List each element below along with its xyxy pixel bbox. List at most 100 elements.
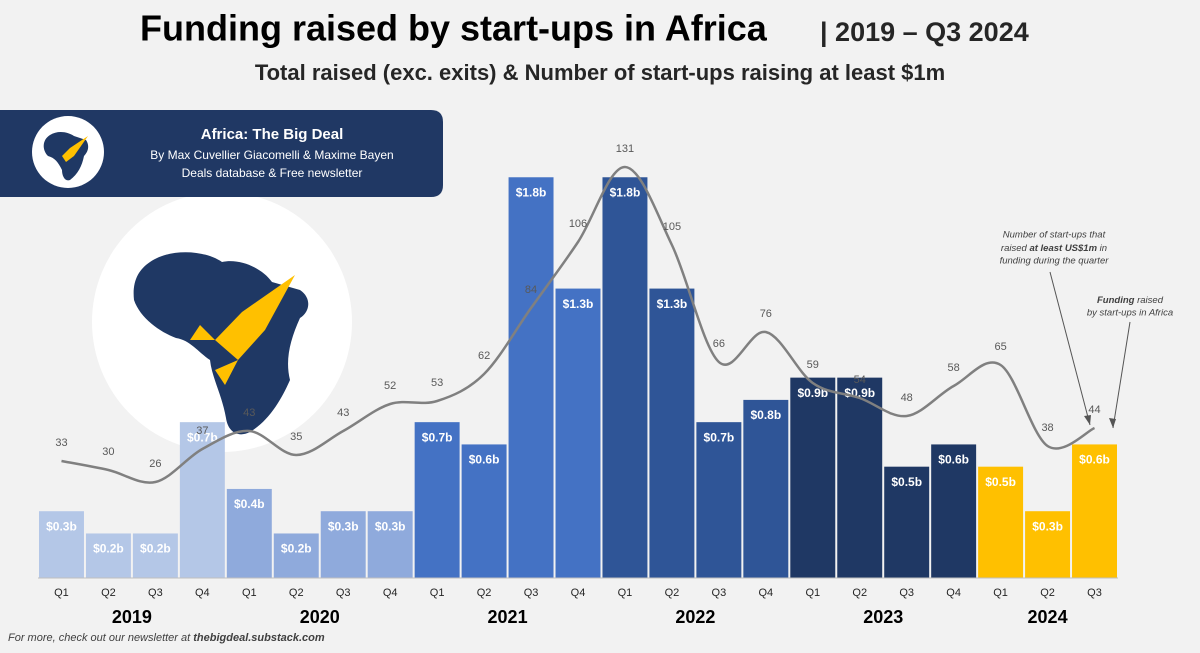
x-tick-label: Q2: [289, 587, 304, 599]
bar: [931, 444, 977, 578]
line-value-label: 43: [243, 407, 255, 419]
line-value-label: 26: [149, 458, 161, 470]
annotation-part: in: [1097, 243, 1107, 254]
line-value-label: 76: [760, 308, 772, 320]
bar: [273, 533, 319, 578]
bar-value-label: $0.2b: [93, 542, 124, 556]
annotations: Number of start-ups that raised at least…: [1000, 230, 1173, 429]
bar-value-label: $0.4b: [234, 497, 265, 511]
bar-value-label: $0.5b: [985, 475, 1016, 489]
bar-value-label: $0.3b: [375, 519, 406, 533]
footer-link[interactable]: thebigdeal.substack.com: [193, 632, 325, 644]
footer: For more, check out our newsletter at th…: [8, 632, 325, 644]
footer-text: For more, check out our newsletter at: [8, 632, 193, 644]
bar: [179, 422, 225, 578]
startups-line: [61, 165, 1096, 484]
line-value-label: 59: [807, 359, 819, 371]
bar: [132, 533, 178, 578]
big-logo: [92, 192, 352, 452]
arrow-head: [1084, 415, 1091, 425]
bar: [884, 466, 930, 578]
bar-value-label: $0.6b: [1079, 453, 1110, 467]
line-value-label: 44: [1088, 404, 1100, 416]
line-value-label: 84: [525, 284, 537, 296]
bar-value-label: $0.6b: [938, 453, 969, 467]
bar-value-label: $0.3b: [46, 519, 77, 533]
bar: [790, 377, 836, 578]
banner-tagline: Deals database & Free newsletter: [182, 166, 363, 180]
x-tick-label: Q4: [946, 587, 961, 599]
x-tick-label: Q2: [101, 587, 116, 599]
bar-value-label: $0.5b: [891, 475, 922, 489]
bar: [367, 511, 413, 578]
annotation-line: Number of start-ups that: [1003, 230, 1106, 241]
year-label: 2022: [675, 607, 715, 627]
line-value-label: 43: [337, 407, 349, 419]
bar-value-label: $0.7b: [704, 430, 735, 444]
x-tick-label: Q2: [1040, 587, 1055, 599]
x-tick-label: Q4: [758, 587, 773, 599]
annotation-part: raised: [1001, 243, 1030, 254]
year-label: 2023: [863, 607, 903, 627]
line-value-label: 48: [901, 392, 913, 404]
bar-value-label: $0.7b: [422, 430, 453, 444]
x-tick-label: Q1: [993, 587, 1008, 599]
line-value-label: 53: [431, 377, 443, 389]
x-tick-label: Q2: [477, 587, 492, 599]
annotation-part: Funding: [1097, 295, 1135, 306]
line-value-label: 131: [616, 143, 634, 155]
line-value-label: 33: [55, 437, 67, 449]
x-tick-label: Q1: [618, 587, 633, 599]
bar-value-label: $1.8b: [516, 185, 547, 199]
year-label: 2021: [488, 607, 528, 627]
line-value-label: 35: [290, 431, 302, 443]
x-tick-label: Q4: [571, 587, 586, 599]
bar: [461, 444, 507, 578]
chart-subtitle: Total raised (exc. exits) & Number of st…: [255, 60, 945, 85]
bar: [508, 177, 554, 578]
title-suffix: | 2019 – Q3 2024: [820, 17, 1029, 47]
x-tick-label: Q3: [899, 587, 914, 599]
annotation-arrow: [1112, 321, 1131, 429]
bar: [85, 533, 131, 578]
x-tick-label: Q3: [336, 587, 351, 599]
year-label: 2019: [112, 607, 152, 627]
bar: [226, 488, 272, 578]
x-tick-label: Q2: [665, 587, 680, 599]
x-tick-label: Q4: [383, 587, 398, 599]
bar: [649, 288, 695, 578]
chart-title: Funding raised by start-ups in Africa: [140, 8, 768, 49]
annotation-line: Funding raised: [1097, 295, 1164, 306]
line-value-label: 37: [196, 425, 208, 437]
line-value-label: 52: [384, 380, 396, 392]
bar-value-label: $0.3b: [1032, 519, 1063, 533]
bar-value-label: $0.9b: [797, 386, 828, 400]
line-value-label: 105: [663, 221, 681, 233]
bar: [696, 422, 742, 578]
annotation-part: raised: [1134, 295, 1163, 306]
year-label: 2020: [300, 607, 340, 627]
bar: [1072, 444, 1117, 578]
annotation-part: at least US$1m: [1029, 243, 1097, 254]
x-tick-label: Q3: [524, 587, 539, 599]
bar: [837, 377, 883, 578]
bar: [414, 422, 460, 578]
line-value-label: 58: [948, 362, 960, 374]
line-value-label: 106: [569, 218, 587, 230]
line-value-label: 54: [854, 374, 866, 386]
annotation-line: by start-ups in Africa: [1087, 308, 1173, 319]
bar-value-label: $0.8b: [750, 408, 781, 422]
bar-value-label: $1.3b: [657, 297, 688, 311]
x-tick-label: Q2: [852, 587, 867, 599]
bar-value-label: $1.3b: [563, 297, 594, 311]
x-tick-label: Q1: [805, 587, 820, 599]
bar-value-label: $0.3b: [328, 519, 359, 533]
annotation-line: funding during the quarter: [1000, 256, 1110, 267]
bar: [39, 511, 84, 578]
year-label: 2024: [1028, 607, 1068, 627]
bar-value-label: $0.2b: [281, 542, 312, 556]
line-value-label: 38: [1041, 422, 1053, 434]
x-tick-label: Q1: [430, 587, 445, 599]
x-tick-label: Q1: [54, 587, 69, 599]
x-tick-label: Q3: [1087, 587, 1102, 599]
